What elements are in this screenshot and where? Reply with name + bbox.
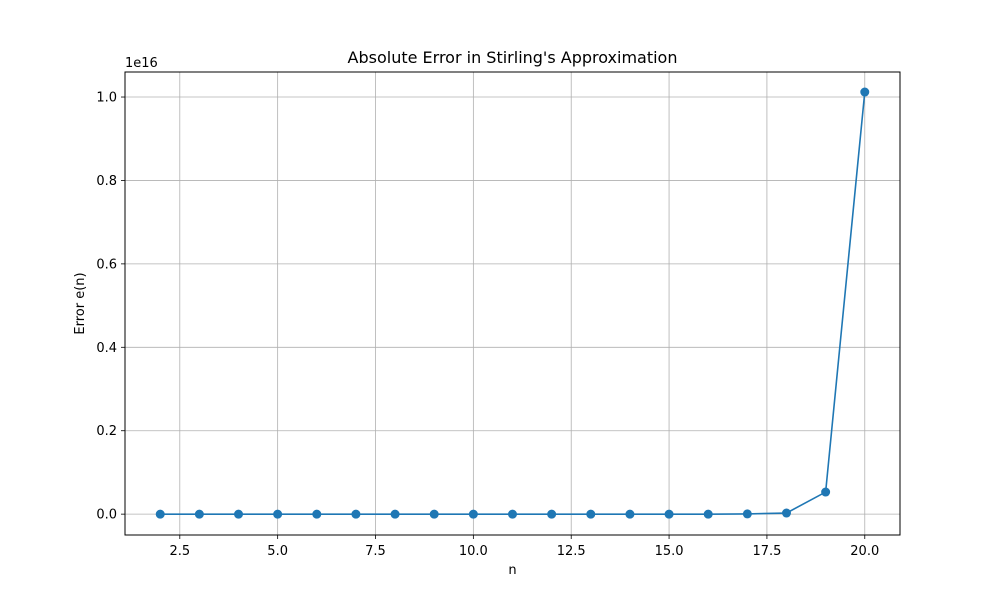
data-point (781, 508, 791, 518)
data-point (742, 509, 752, 519)
data-point (508, 509, 517, 519)
x-axis-label: n (508, 563, 516, 578)
y-axis-offset-label: 1e16 (125, 56, 158, 71)
y-tick-label: 0.6 (96, 257, 117, 272)
data-point (351, 509, 361, 519)
data-point (703, 509, 713, 519)
data-point (821, 487, 831, 497)
data-point (390, 509, 400, 519)
x-tick-label: 5.0 (267, 544, 288, 559)
data-point (155, 509, 165, 519)
data-point (547, 509, 557, 519)
data-point (273, 509, 283, 519)
y-axis-label: Error e(n) (73, 272, 88, 334)
data-point (312, 509, 322, 519)
x-tick-label: 2.5 (169, 544, 190, 559)
data-point (234, 509, 244, 519)
data-point (468, 509, 478, 519)
data-point (429, 509, 439, 519)
y-tick-label: 0.4 (96, 341, 117, 356)
data-point (586, 509, 596, 519)
y-tick-label: 1.0 (96, 91, 117, 106)
y-tick-label: 0.0 (96, 508, 117, 523)
data-point (860, 87, 870, 97)
x-tick-label: 15.0 (655, 544, 684, 559)
x-tick-label: 7.5 (365, 544, 386, 559)
x-tick-label: 20.0 (850, 544, 879, 559)
y-tick-label: 0.2 (96, 424, 117, 439)
data-series (155, 87, 870, 519)
y-tick-label: 0.8 (96, 174, 117, 189)
x-tick-label: 10.0 (459, 544, 488, 559)
plot-frame (124, 71, 901, 536)
chart-title: Absolute Error in Stirling's Approximati… (348, 48, 678, 67)
grid (125, 72, 900, 535)
x-tick-label: 12.5 (557, 544, 586, 559)
x-tick-label: 17.5 (752, 544, 781, 559)
ticks: 2.5 5.0 7.5 10.0 12.5 15.0 17.5 20.0 0.0 0.2 0.4 0.… (96, 91, 879, 559)
data-point (625, 509, 635, 519)
data-point (194, 509, 204, 519)
data-point (664, 509, 674, 519)
